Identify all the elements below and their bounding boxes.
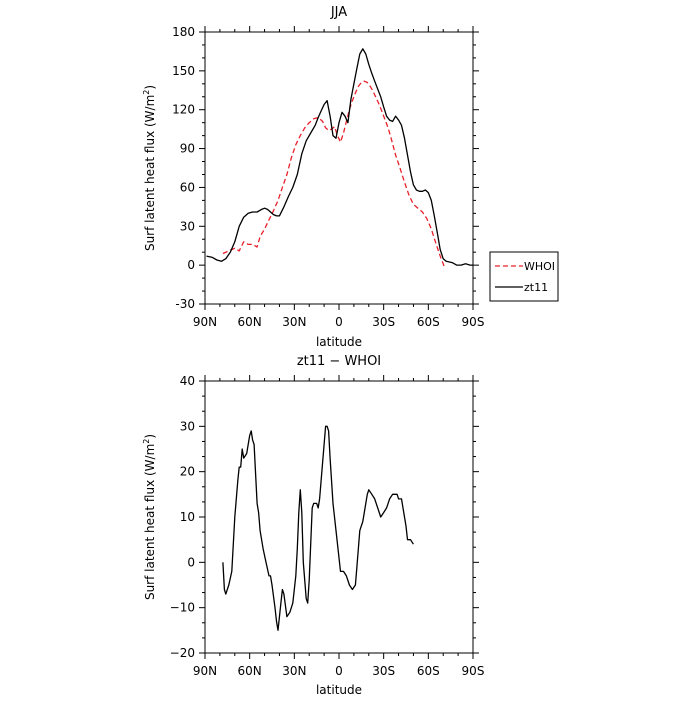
bottom-y-tick-label: 30 bbox=[180, 419, 195, 433]
panel-top-chart: JJA -30 0 30 60 90 120 150 180 90N 60N 30N 0 30S 60S… bbox=[142, 5, 484, 349]
top-x-axis: 90N 60N 30N 0 30S 60S 90S bbox=[193, 26, 485, 329]
top-series-layer bbox=[206, 48, 473, 268]
bottom-y-tick-label: 0 bbox=[187, 555, 195, 569]
top-x-tick-label: 60N bbox=[238, 315, 262, 329]
bottom-x-tick-label: 60S bbox=[417, 664, 440, 678]
top-x-axis-label: latitude bbox=[316, 335, 362, 349]
top-y-tick-label: 90 bbox=[180, 142, 195, 156]
bottom-plot-frame bbox=[204, 380, 474, 654]
bottom-x-tick-label: 90S bbox=[462, 664, 485, 678]
legend-label-whoi: WHOI bbox=[524, 260, 555, 273]
bottom-y-tick-label: 40 bbox=[180, 374, 195, 388]
top-x-tick-label: 30N bbox=[282, 315, 306, 329]
bottom-series-line-difference bbox=[222, 425, 414, 631]
bottom-x-tick-label: 90N bbox=[193, 664, 217, 678]
bottom-x-axis: 90N 60N 30N 0 30S 60S 90S bbox=[193, 375, 485, 678]
top-y-tick-label: 180 bbox=[172, 25, 195, 39]
bottom-y-tick-label: 10 bbox=[180, 510, 195, 524]
bottom-y-tick-label: −20 bbox=[170, 646, 195, 660]
top-plot-frame bbox=[204, 31, 474, 305]
top-x-tick-label: 60S bbox=[417, 315, 440, 329]
top-y-tick-label: 60 bbox=[180, 180, 195, 194]
top-chart-title: JJA bbox=[330, 5, 347, 20]
bottom-y-tick-label: 20 bbox=[180, 465, 195, 479]
bottom-series-layer bbox=[222, 425, 414, 631]
bottom-x-tick-label: 30S bbox=[372, 664, 395, 678]
top-y-axis: -30 0 30 60 90 120 150 180 bbox=[172, 25, 479, 311]
legend: WHOI zt11 bbox=[489, 251, 559, 302]
top-y-tick-label: 0 bbox=[187, 258, 195, 272]
top-y-tick-label: -30 bbox=[175, 297, 195, 311]
top-series-line-zt11 bbox=[206, 48, 473, 266]
top-series-line-whoi bbox=[222, 80, 446, 268]
top-x-tick-label: 0 bbox=[335, 315, 343, 329]
bottom-x-tick-label: 30N bbox=[282, 664, 306, 678]
bottom-x-axis-label: latitude bbox=[316, 683, 362, 697]
top-x-tick-label: 90N bbox=[193, 315, 217, 329]
top-x-tick-label: 90S bbox=[462, 315, 485, 329]
legend-label-zt11: zt11 bbox=[524, 281, 548, 294]
bottom-y-axis-label: Surf latent heat flux (W/m2) bbox=[142, 434, 157, 600]
top-y-axis-label: Surf latent heat flux (W/m2) bbox=[142, 85, 157, 251]
bottom-chart-title: zt11 − WHOI bbox=[297, 354, 381, 369]
bottom-y-axis: −20 −10 0 10 20 30 40 bbox=[170, 374, 479, 660]
top-y-tick-label: 120 bbox=[172, 103, 195, 117]
top-y-tick-label: 30 bbox=[180, 219, 195, 233]
bottom-x-tick-label: 0 bbox=[335, 664, 343, 678]
top-x-tick-label: 30S bbox=[372, 315, 395, 329]
top-y-tick-label: 150 bbox=[172, 64, 195, 78]
bottom-y-tick-label: −10 bbox=[170, 601, 195, 615]
bottom-x-tick-label: 60N bbox=[238, 664, 262, 678]
panel-bottom-chart: zt11 − WHOI −20 −10 0 10 20 30 40 90N 60N 30N 0 30… bbox=[142, 354, 484, 697]
legend-box bbox=[489, 251, 559, 302]
